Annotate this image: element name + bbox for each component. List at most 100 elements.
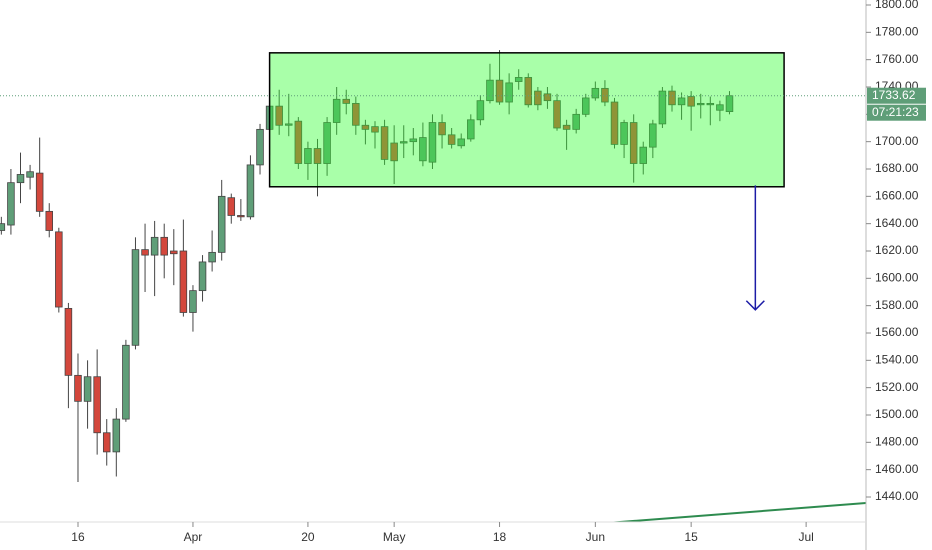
candle-body xyxy=(179,250,188,313)
y-tick-label: 1480.00 xyxy=(875,434,919,448)
candle-body xyxy=(102,432,111,453)
y-tick-label: 1460.00 xyxy=(875,462,919,476)
y-tick-label: 1680.00 xyxy=(875,161,919,175)
y-tick-label: 1800.00 xyxy=(875,0,919,11)
y-tick-label: 1660.00 xyxy=(875,189,919,203)
candle-body xyxy=(419,137,427,162)
candle-body xyxy=(668,90,676,106)
candle-body xyxy=(0,223,6,231)
y-tick-label: 1760.00 xyxy=(875,52,919,66)
y-tick-label: 1560.00 xyxy=(875,325,919,339)
candle-body xyxy=(505,82,513,103)
candle-body xyxy=(467,119,475,140)
candle-body xyxy=(122,344,130,420)
candle-body xyxy=(428,122,437,163)
candle-body xyxy=(610,101,619,145)
candle-body xyxy=(7,182,15,226)
candle-body xyxy=(543,93,552,102)
candle-body xyxy=(534,90,542,106)
x-tick-label: 18 xyxy=(493,530,507,544)
candle-body xyxy=(524,77,533,106)
candle-body xyxy=(649,123,657,148)
candle-body xyxy=(285,123,293,126)
y-tick-label: 1780.00 xyxy=(875,25,919,39)
y-tick-label: 1700.00 xyxy=(875,134,919,148)
candle-body xyxy=(93,376,101,434)
arrow-head xyxy=(745,300,765,311)
candle-body xyxy=(553,100,561,129)
candle-body xyxy=(313,148,322,164)
candle-body xyxy=(486,79,494,102)
candle-body xyxy=(457,138,465,147)
candle-body xyxy=(332,98,341,123)
candle-body xyxy=(399,141,408,144)
candle-body xyxy=(371,126,379,133)
x-tick-label: 20 xyxy=(301,530,315,544)
candle-body xyxy=(438,122,446,136)
candle-body xyxy=(352,102,360,126)
trend-line xyxy=(607,502,866,522)
range-box xyxy=(268,52,785,188)
candle-body xyxy=(83,376,92,402)
candle-body xyxy=(246,164,255,218)
candle-body xyxy=(658,90,667,125)
candle-body xyxy=(256,128,264,166)
candle-body xyxy=(55,231,63,308)
x-tick-label: Apr xyxy=(184,530,203,544)
candle-body xyxy=(706,102,715,106)
x-tick-label: May xyxy=(383,530,406,544)
candle-body xyxy=(696,102,705,106)
candle-body xyxy=(112,418,121,453)
last-price-label: 1733.62 xyxy=(872,88,916,102)
candle-body xyxy=(16,174,25,184)
y-tick-label: 1520.00 xyxy=(875,380,919,394)
y-tick-label: 1440.00 xyxy=(875,489,919,503)
candle-body xyxy=(150,236,159,256)
candle-body xyxy=(160,236,168,256)
y-tick-label: 1640.00 xyxy=(875,216,919,230)
candle-body xyxy=(591,87,600,99)
candle-body xyxy=(361,124,370,130)
countdown-box xyxy=(867,104,926,121)
candle-body xyxy=(380,126,389,160)
candle-body xyxy=(275,105,283,126)
candle-body xyxy=(208,251,216,263)
candle-body xyxy=(687,96,695,107)
y-tick-label: 1580.00 xyxy=(875,298,919,312)
candle-body xyxy=(189,290,197,313)
candle-body xyxy=(198,261,207,292)
candle-body xyxy=(629,122,638,164)
x-tick-label: 15 xyxy=(684,530,698,544)
candle-body xyxy=(495,79,504,103)
x-tick-label: Jun xyxy=(586,530,605,544)
candle-body xyxy=(74,374,82,402)
last-price-box xyxy=(867,87,926,104)
candle-body xyxy=(677,97,686,106)
candle-body xyxy=(26,171,34,178)
candle-body xyxy=(514,77,523,82)
y-tick-label: 1540.00 xyxy=(875,352,919,366)
candle-body xyxy=(64,307,73,376)
candle-body xyxy=(217,195,226,253)
candle-body xyxy=(390,142,398,162)
candle-body xyxy=(170,250,178,255)
candle-body xyxy=(716,104,724,111)
candle-body xyxy=(304,148,312,164)
y-tick-label: 1620.00 xyxy=(875,243,919,257)
x-tick-label: 16 xyxy=(71,530,85,544)
candle-body xyxy=(131,249,140,346)
candle-body xyxy=(447,134,456,145)
x-tick-label: Jul xyxy=(798,530,813,544)
candle-body xyxy=(141,249,149,256)
candle-body xyxy=(620,122,628,145)
candle-body xyxy=(45,210,53,231)
candle-body xyxy=(582,97,590,115)
candle-body xyxy=(562,124,571,130)
candle-body xyxy=(35,172,44,212)
candle-body xyxy=(601,87,609,103)
candle-body xyxy=(323,122,331,164)
candle-body xyxy=(639,146,648,164)
plot-area xyxy=(0,50,866,522)
candle-body xyxy=(227,197,236,216)
